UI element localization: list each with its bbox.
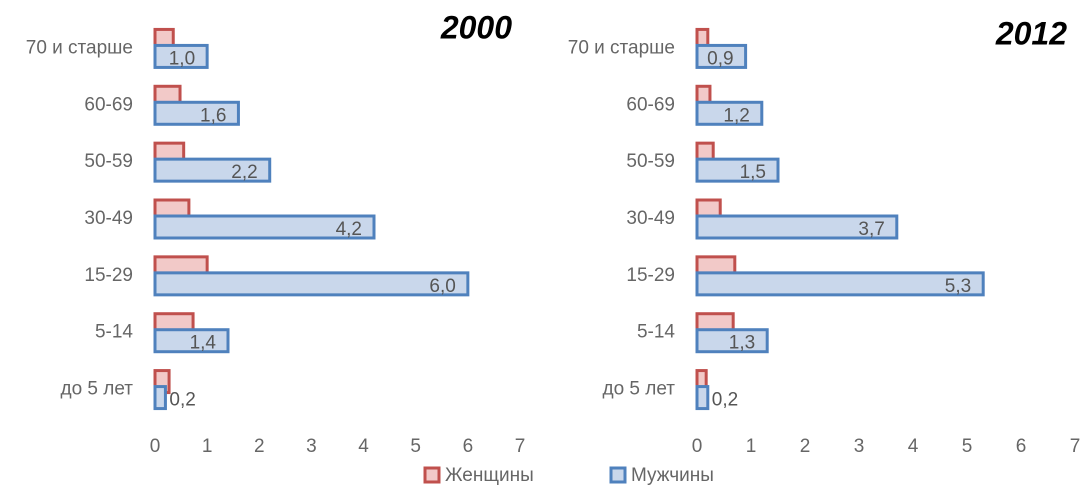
x-tick-label: 5 bbox=[962, 436, 973, 457]
bar bbox=[153, 271, 470, 297]
data-label: 3,7 bbox=[858, 219, 884, 240]
x-tick-label: 1 bbox=[746, 436, 757, 457]
x-tick-label: 7 bbox=[1070, 436, 1081, 457]
y-tick-label: 70 и старше bbox=[568, 37, 675, 58]
x-tick-label: 6 bbox=[463, 436, 474, 457]
data-label: 0,2 bbox=[712, 390, 738, 411]
data-label: 6,0 bbox=[429, 276, 455, 297]
x-tick-label: 2 bbox=[254, 436, 265, 457]
x-tick-label: 1 bbox=[202, 436, 213, 457]
bar bbox=[153, 328, 230, 354]
y-tick-label: 60-69 bbox=[626, 94, 675, 115]
bar bbox=[695, 214, 899, 240]
bar bbox=[695, 43, 748, 69]
data-label: 2,2 bbox=[231, 162, 257, 183]
data-label: 4,2 bbox=[336, 219, 362, 240]
y-tick-label: 50-59 bbox=[84, 151, 133, 172]
y-tick-label: 30-49 bbox=[626, 208, 675, 229]
y-tick-label: 50-59 bbox=[626, 151, 675, 172]
data-label: 1,5 bbox=[740, 162, 766, 183]
y-tick-label: 30-49 bbox=[84, 208, 133, 229]
legend-swatch bbox=[423, 466, 441, 484]
legend-label: Женщины bbox=[445, 465, 534, 486]
legend-label: Мужчины bbox=[631, 465, 714, 486]
legend-swatch bbox=[609, 466, 627, 484]
data-label: 0,2 bbox=[169, 390, 195, 411]
bar bbox=[695, 385, 710, 411]
bar bbox=[153, 100, 240, 126]
x-tick-label: 3 bbox=[854, 436, 865, 457]
data-label: 1,2 bbox=[723, 105, 749, 126]
x-tick-label: 0 bbox=[692, 436, 703, 457]
data-label: 1,6 bbox=[200, 105, 226, 126]
y-tick-label: 5-14 bbox=[95, 322, 133, 343]
data-label: 5,3 bbox=[945, 276, 971, 297]
x-tick-label: 7 bbox=[515, 436, 526, 457]
chart-title: 2000 bbox=[440, 9, 512, 45]
x-tick-label: 5 bbox=[410, 436, 421, 457]
x-tick-label: 6 bbox=[1016, 436, 1027, 457]
bar bbox=[153, 385, 167, 411]
x-tick-label: 4 bbox=[908, 436, 919, 457]
chart-title: 2012 bbox=[995, 15, 1067, 51]
x-tick-label: 3 bbox=[306, 436, 317, 457]
bar bbox=[695, 157, 780, 183]
x-tick-label: 4 bbox=[358, 436, 369, 457]
data-label: 0,9 bbox=[707, 48, 733, 69]
bar bbox=[695, 328, 769, 354]
y-tick-label: 70 и старше bbox=[26, 37, 133, 58]
bar bbox=[695, 100, 764, 126]
y-tick-label: до 5 лет bbox=[602, 379, 675, 400]
data-label: 1,3 bbox=[729, 333, 755, 354]
bar bbox=[153, 214, 376, 240]
y-tick-label: 15-29 bbox=[84, 265, 133, 286]
y-tick-label: до 5 лет bbox=[60, 379, 133, 400]
y-tick-label: 60-69 bbox=[84, 94, 133, 115]
bar bbox=[153, 43, 209, 69]
x-tick-label: 0 bbox=[150, 436, 161, 457]
data-label: 1,4 bbox=[190, 333, 217, 354]
y-tick-label: 15-29 bbox=[626, 265, 675, 286]
y-tick-label: 5-14 bbox=[637, 322, 675, 343]
x-tick-label: 2 bbox=[800, 436, 811, 457]
data-label: 1,0 bbox=[169, 48, 195, 69]
bar bbox=[695, 271, 985, 297]
bar bbox=[153, 157, 272, 183]
